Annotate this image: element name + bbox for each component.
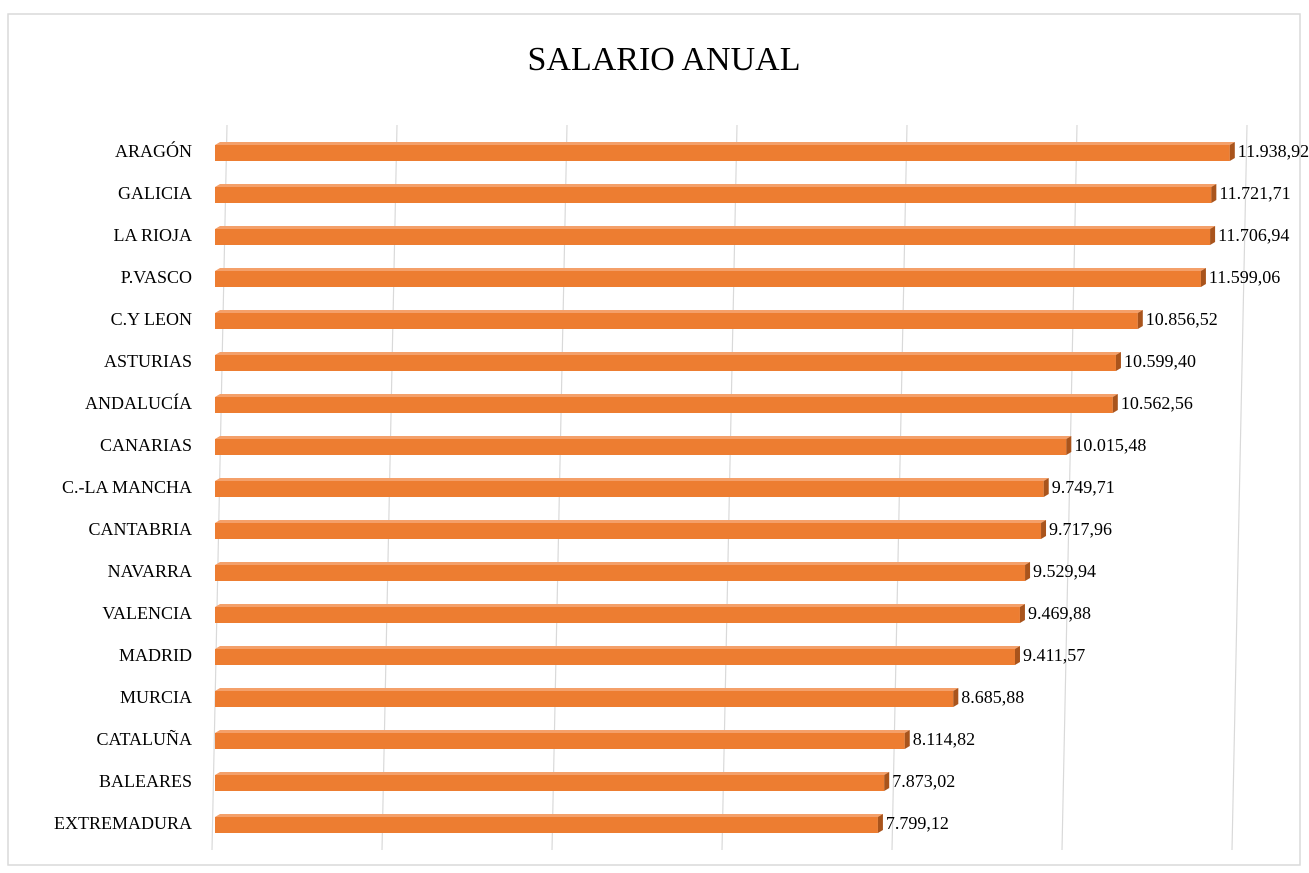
bar-top: [215, 772, 890, 775]
y-tick-label: CANARIAS: [100, 435, 192, 455]
bar-side: [904, 730, 910, 749]
bar-top: [215, 478, 1049, 481]
bar: [215, 817, 878, 833]
grid-line: [1061, 124, 1078, 851]
bar-top: [215, 268, 1206, 271]
bar-side: [1066, 436, 1072, 455]
value-label: 11.599,06: [1209, 267, 1280, 287]
y-tick-label: EXTREMADURA: [54, 813, 192, 833]
bar-side: [1025, 562, 1031, 581]
bar: [215, 649, 1015, 665]
bar: [215, 229, 1211, 245]
bar-top: [215, 646, 1020, 649]
bar-side: [1043, 478, 1049, 497]
y-tick-label: ARAGÓN: [115, 140, 192, 161]
grid-line: [1231, 124, 1248, 851]
y-tick-label: CATALUÑA: [96, 728, 192, 749]
value-label: 10.562,56: [1121, 393, 1193, 413]
y-tick-label: ASTURIAS: [104, 351, 192, 371]
bar: [215, 145, 1230, 161]
bar: [215, 355, 1116, 371]
value-label: 8.685,88: [961, 687, 1024, 707]
bar-top: [215, 184, 1217, 187]
y-tick-label: NAVARRA: [108, 561, 192, 581]
bar-top: [215, 394, 1118, 397]
value-label: 9.469,88: [1028, 603, 1091, 623]
bar: [215, 607, 1020, 623]
y-tick-label: CANTABRIA: [88, 519, 192, 539]
bar-top: [215, 604, 1025, 607]
value-label: 11.938,92: [1238, 141, 1309, 161]
bar-top: [215, 688, 959, 691]
bar: [215, 271, 1201, 287]
value-label: 9.749,71: [1052, 477, 1115, 497]
bar-side: [1115, 352, 1121, 371]
value-label: 9.717,96: [1049, 519, 1112, 539]
value-label: 9.411,57: [1023, 645, 1085, 665]
bar-side: [953, 688, 959, 707]
y-tick-label: LA RIOJA: [113, 225, 192, 245]
y-tick-label: C.-LA MANCHA: [62, 477, 192, 497]
y-tick-label: ANDALUCÍA: [85, 392, 192, 413]
y-tick-label: P.VASCO: [121, 267, 192, 287]
bar-side: [1041, 520, 1047, 539]
value-label: 9.529,94: [1033, 561, 1096, 581]
bar: [215, 775, 885, 791]
bar: [215, 481, 1044, 497]
y-tick-label: GALICIA: [118, 183, 192, 203]
bar: [215, 565, 1026, 581]
bar-top: [215, 142, 1235, 145]
value-label: 11.721,71: [1219, 183, 1290, 203]
y-tick-label: MURCIA: [120, 687, 192, 707]
bar-side: [877, 814, 883, 833]
value-label: 10.015,48: [1074, 435, 1146, 455]
value-label: 8.114,82: [913, 729, 975, 749]
bar: [215, 313, 1138, 329]
bar-side: [1112, 394, 1118, 413]
bar-top: [215, 226, 1216, 229]
bar: [215, 439, 1067, 455]
value-label: 7.799,12: [886, 813, 949, 833]
bar-side: [1229, 142, 1235, 161]
bar: [215, 523, 1042, 539]
bar-top: [215, 562, 1031, 565]
value-label: 10.599,40: [1124, 351, 1196, 371]
bar-top: [215, 352, 1121, 355]
bar: [215, 397, 1113, 413]
bar-top: [215, 310, 1143, 313]
bar-side: [1137, 310, 1143, 329]
bar-top: [215, 814, 883, 817]
bar-side: [884, 772, 890, 791]
value-label: 7.873,02: [892, 771, 955, 791]
bar-side: [1210, 226, 1216, 245]
y-tick-label: VALENCIA: [102, 603, 192, 623]
y-tick-label: C.Y LEON: [111, 309, 192, 329]
y-tick-label: BALEARES: [99, 771, 192, 791]
bar: [215, 691, 954, 707]
bar-side: [1200, 268, 1206, 287]
chart-title: SALARIO ANUAL: [528, 41, 801, 78]
bar-side: [1211, 184, 1217, 203]
bar-top: [215, 436, 1072, 439]
value-label: 11.706,94: [1218, 225, 1289, 245]
bar: [215, 733, 905, 749]
bar-side: [1019, 604, 1025, 623]
bar-side: [1014, 646, 1020, 665]
y-tick-label: MADRID: [119, 645, 192, 665]
bar-top: [215, 520, 1047, 523]
bar: [215, 187, 1212, 203]
bar-top: [215, 730, 910, 733]
value-label: 10.856,52: [1146, 309, 1218, 329]
